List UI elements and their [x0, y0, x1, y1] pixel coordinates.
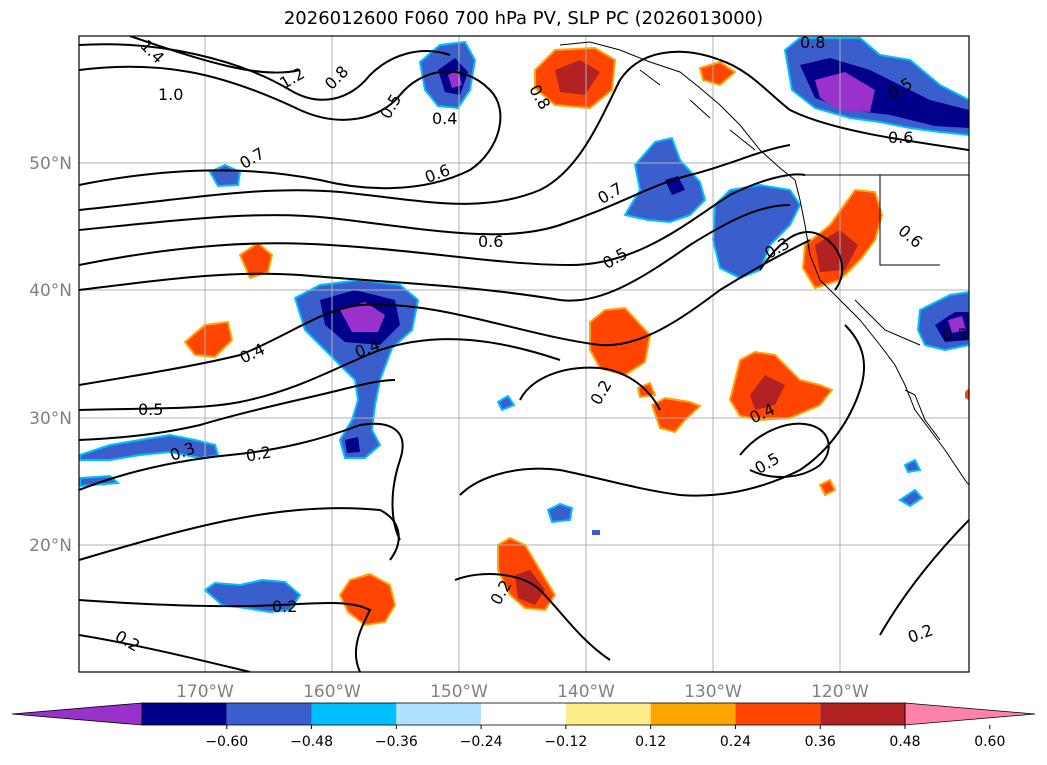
- colorbar-tick-label: −0.48: [290, 734, 333, 750]
- colorbar-tick-label: −0.12: [544, 734, 587, 750]
- colorbar-segment: [396, 703, 482, 725]
- slp-contours: [79, 36, 969, 672]
- colorbar-extend-low: [11, 702, 143, 726]
- lat-label: 40°N: [29, 281, 72, 301]
- colorbar-tick-label: −0.60: [205, 734, 248, 750]
- colorbar-tick-label: 0.12: [635, 734, 666, 750]
- colorbar-tick-label: −0.36: [375, 734, 418, 750]
- colorbar-segment: [311, 703, 397, 725]
- longitude-labels: 170°W 160°W 150°W 140°W 130°W 120°W: [176, 682, 869, 702]
- colorbar-frame: [141, 702, 906, 726]
- pv-negative-shading: [79, 37, 969, 614]
- colorbar-segment: [565, 703, 651, 725]
- lon-label: 140°W: [557, 682, 615, 702]
- lon-label: 160°W: [303, 682, 361, 702]
- colorbar-tick-label: 0.48: [889, 734, 920, 750]
- contour-label: 0.6: [478, 232, 503, 251]
- lon-label: 120°W: [811, 682, 869, 702]
- map-title: 2026012600 F060 700 hPa PV, SLP PC (2026…: [283, 8, 764, 29]
- colorbar-tick-label: 0.24: [720, 734, 751, 750]
- contour-label: 0.2: [272, 597, 297, 616]
- contour-label: 0.2: [244, 442, 272, 465]
- lat-label: 50°N: [29, 154, 72, 174]
- plot-frame: [78, 35, 970, 673]
- colorbar-tick-label: 0.36: [805, 734, 836, 750]
- contour-label: 0.4: [432, 109, 457, 128]
- lon-label: 130°W: [684, 682, 742, 702]
- coastlines: [559, 41, 969, 486]
- lon-label: 150°W: [430, 682, 488, 702]
- contour-label: 0.6: [888, 128, 913, 147]
- colorbar-extend-high: [904, 702, 1036, 726]
- colorbar-tick-label: −0.24: [460, 734, 503, 750]
- colorbar-segment: [820, 703, 905, 725]
- colorbar-segment: [650, 703, 736, 725]
- colorbar-segment: [481, 703, 566, 725]
- lon-label: 170°W: [176, 682, 234, 702]
- contour-label: 0.5: [942, 325, 967, 344]
- contour-label: 0.8: [800, 33, 825, 52]
- lat-label: 20°N: [29, 536, 72, 556]
- colorbar-segment: [142, 703, 227, 725]
- colorbar-segment: [735, 703, 821, 725]
- colorbar-segment: [226, 703, 312, 725]
- lat-label: 30°N: [29, 409, 72, 429]
- latitude-labels: 50°N 40°N 30°N 20°N: [29, 154, 72, 556]
- contour-label: 0.5: [138, 400, 163, 419]
- colorbar: −0.60 −0.48 −0.36 −0.24 −0.12 0.12 0.24 0.36 0.4…: [11, 702, 1036, 750]
- contour-label: 1.0: [158, 85, 183, 104]
- colorbar-tick-label: 0.60: [974, 734, 1005, 750]
